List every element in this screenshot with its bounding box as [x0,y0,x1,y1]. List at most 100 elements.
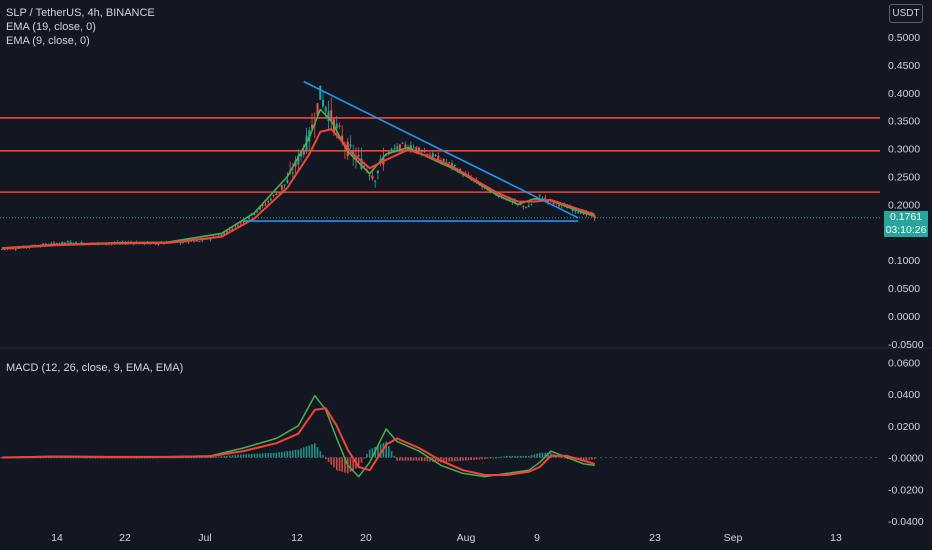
macd-histogram-bar [121,457,124,459]
time-axis-label: 14 [51,532,63,544]
candle-body [557,204,560,207]
candle-body [429,154,432,156]
macd-histogram-bar [313,443,316,458]
macd-histogram-bar [146,457,149,459]
candle-body [69,241,72,244]
macd-histogram-bar [283,451,286,458]
candle-body [53,242,56,244]
macd-histogram-bar [116,457,119,459]
currency-button[interactable]: USDT [889,4,923,23]
macd-histogram-bar [456,457,459,462]
macd-histogram-bar [108,457,110,459]
macd-histogram-bar [377,445,379,458]
price-axis-label: 0.2000 [888,199,920,211]
candle-body [228,229,231,231]
macd-histogram-bar [333,457,335,468]
macd-histogram-bar [75,457,77,459]
macd-histogram-bar [206,457,209,459]
macd-histogram-bar [519,455,522,458]
macd-histogram-bar [388,446,390,458]
time-axis-label: 9 [534,532,540,544]
candle-body [234,225,237,227]
candle-body [236,225,239,227]
macd-histogram-bar [352,457,354,471]
time-axis-label: 22 [119,532,131,544]
candle-body [508,198,511,202]
candle-body [182,242,185,244]
candle-body [387,151,390,153]
macd-histogram-bar [390,451,393,458]
candle-body [50,243,53,245]
macd-histogram-bar [593,457,596,460]
macd-histogram-bar [335,457,338,471]
macd-histogram-bar [415,457,418,461]
macd-histogram-bar [379,444,382,458]
macd-histogram-bar [522,455,525,458]
macd-histogram-bar [484,457,486,460]
macd-histogram-bar [305,446,308,458]
macd-histogram-bar [69,457,72,459]
macd-histogram-bar [330,457,333,465]
macd-histogram-bar [530,455,533,458]
candle-body [431,153,434,158]
candle-body [527,205,530,208]
macd-histogram-bar [234,455,237,458]
candle-body [357,155,360,157]
countdown-tag: 03:10:26 [884,224,928,237]
macd-histogram-bar [401,457,404,461]
candle-body [442,158,445,162]
macd-legend[interactable]: MACD (12, 26, close, 9, EMA, EMA) [6,362,184,374]
macd-histogram-bar [91,457,94,459]
candle-body [530,204,533,206]
macd-histogram-bar [588,457,590,460]
macd-histogram-bar [42,457,44,459]
macd-histogram-bar [492,457,494,459]
ema19-legend[interactable]: EMA (19, close, 0) [6,21,96,33]
macd-histogram-bar [135,457,138,459]
macd-histogram-bar [462,457,464,461]
ema9-legend[interactable]: EMA (9, close, 0) [6,35,90,47]
candle-body [445,162,448,164]
macd-histogram-bar [311,444,313,458]
macd-histogram-bar [264,453,267,458]
candle-body [398,144,401,151]
macd-histogram-bar [363,457,365,459]
candle-body [437,155,440,161]
macd-histogram-bar [237,454,239,458]
macd-histogram-bar [281,451,283,458]
candle-body [338,125,341,127]
macd-histogram-bar [324,457,327,460]
candle-body [311,124,314,129]
candle-body [341,135,344,142]
candle-body [256,211,259,213]
symbol-title[interactable]: SLP / TetherUS, 4h, BINANCE [6,7,155,19]
candle-body [297,155,300,165]
macd-histogram-bar [228,455,231,458]
macd-histogram-bar [453,457,456,462]
candle-body [64,242,67,244]
macd-histogram-bar [113,457,116,459]
main-legend: SLP / TetherUS, 4h, BINANCE EMA (19, clo… [6,6,155,48]
macd-histogram-bar [473,457,475,460]
price-axis-label: 0.4000 [888,88,920,100]
macd-histogram-bar [80,457,83,459]
macd-histogram-bar [152,457,154,459]
candle-body [544,197,547,199]
macd-histogram-bar [426,457,429,462]
macd-histogram-bar [201,457,204,459]
macd-histogram-bar [423,457,426,462]
candle-body [267,201,270,203]
macd-histogram-bar [571,457,574,460]
macd-histogram-bar [442,457,445,463]
macd-histogram-bar [193,457,195,459]
macd-histogram-bar [72,457,75,459]
candle-body [66,241,69,243]
price-axis-label: 0.0500 [888,283,920,295]
macd-histogram-bar [198,457,201,459]
candle-body [376,170,379,174]
candle-body [519,204,522,206]
macd-histogram-bar [286,451,289,458]
macd-histogram-bar [528,455,530,458]
